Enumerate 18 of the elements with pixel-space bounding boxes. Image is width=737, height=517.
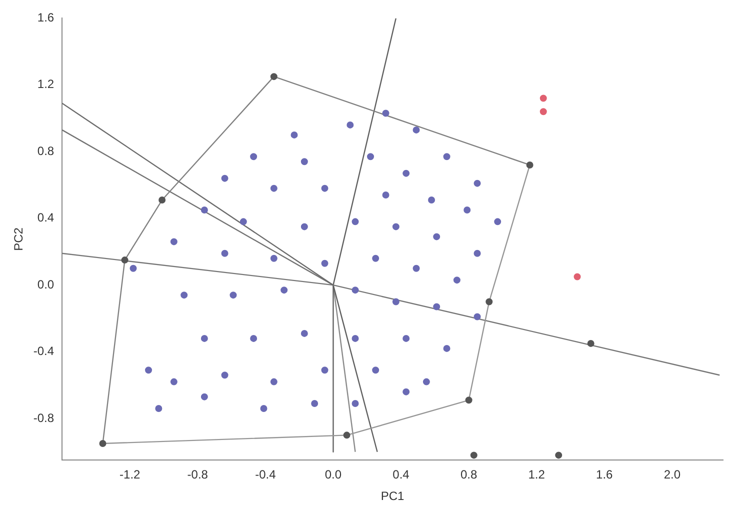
y-tick-label: 0.8 bbox=[37, 144, 54, 158]
y-axis-title: PC2 bbox=[12, 227, 26, 251]
x-tick-label: -0.8 bbox=[187, 468, 208, 482]
y-tick-label: 1.6 bbox=[37, 10, 54, 25]
y-tick-label: -0.4 bbox=[33, 344, 54, 358]
x-tick-label: 0.4 bbox=[392, 468, 410, 482]
x-axis-title: PC1 bbox=[380, 489, 405, 504]
x-tick-label: 0.8 bbox=[460, 468, 478, 482]
x-tick-label: 2.0 bbox=[664, 468, 681, 482]
y-tick-label: 0.0 bbox=[37, 277, 54, 292]
x-tick-label: 1.6 bbox=[596, 468, 614, 482]
x-tick-label: -0.4 bbox=[255, 468, 276, 482]
x-tick-label: 1.2 bbox=[528, 468, 546, 482]
x-tick-label: 0.0 bbox=[324, 468, 342, 482]
y-tick-label: 0.4 bbox=[37, 210, 54, 225]
y-tick-label: 1.2 bbox=[37, 77, 54, 92]
x-tick-label: -1.2 bbox=[120, 468, 141, 482]
y-tick-label: -0.8 bbox=[33, 410, 54, 425]
